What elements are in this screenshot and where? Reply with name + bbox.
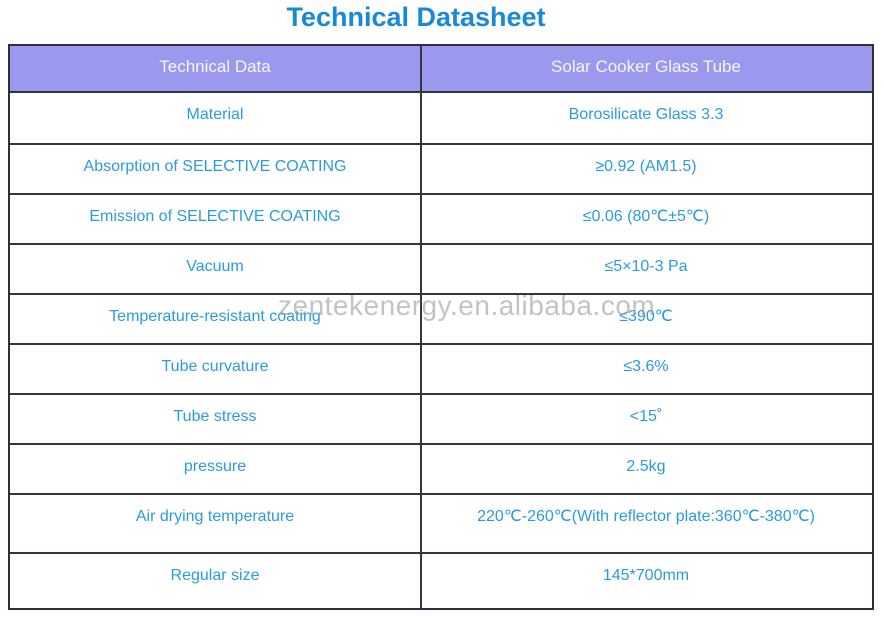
value-cell: ≥0.92 (AM1.5): [595, 158, 697, 175]
value-cell: ≤0.06 (80℃±5℃): [582, 208, 710, 225]
value-cell: 145*700mm: [602, 567, 690, 584]
table-row: Tube curvature ≤3.6%: [10, 343, 872, 393]
param-cell: Regular size: [10, 554, 422, 608]
value-cell: ≤3.6%: [623, 358, 669, 375]
value-cell: 220℃-260℃(With reflector plate:360℃-380℃…: [477, 508, 815, 525]
table-row: Air drying temperature 220℃-260℃(With re…: [10, 493, 872, 552]
table-row: Vacuum ≤5×10-3 Pa: [10, 243, 872, 293]
header-cell-technical-data: Technical Data: [10, 46, 422, 91]
table-row: Tube stress <15˚: [10, 393, 872, 443]
table-row: Emission of SELECTIVE COATING ≤0.06 (80℃…: [10, 193, 872, 243]
table-row: Regular size 145*700mm: [10, 552, 872, 608]
param-cell: Vacuum: [10, 245, 422, 293]
value-cell: <15˚: [629, 408, 663, 425]
param-cell: Temperature-resistant coating: [10, 295, 422, 343]
param-cell: Tube curvature: [10, 345, 422, 393]
table-row: Material Borosilicate Glass 3.3: [10, 91, 872, 143]
value-cell: 2.5kg: [626, 458, 666, 475]
table-row: Temperature-resistant coating ≤390℃: [10, 293, 872, 343]
param-cell: Tube stress: [10, 395, 422, 443]
param-cell: Emission of SELECTIVE COATING: [10, 195, 422, 243]
table-row: pressure 2.5kg: [10, 443, 872, 493]
header-cell-product: Solar Cooker Glass Tube: [551, 57, 741, 76]
value-cell: ≤390℃: [619, 308, 673, 325]
param-cell: Absorption of SELECTIVE COATING: [10, 145, 422, 193]
value-cell: Borosilicate Glass 3.3: [568, 106, 724, 123]
value-cell: ≤5×10-3 Pa: [604, 258, 688, 275]
page-title: Technical Datasheet: [286, 2, 546, 32]
param-cell: Air drying temperature: [10, 495, 422, 552]
table-row: Absorption of SELECTIVE COATING ≥0.92 (A…: [10, 143, 872, 193]
param-cell: Material: [10, 93, 422, 143]
header-row: Technical Data Solar Cooker Glass Tube: [10, 46, 872, 91]
datasheet-table: Technical Data Solar Cooker Glass Tube M…: [8, 44, 874, 610]
param-cell: pressure: [10, 445, 422, 493]
